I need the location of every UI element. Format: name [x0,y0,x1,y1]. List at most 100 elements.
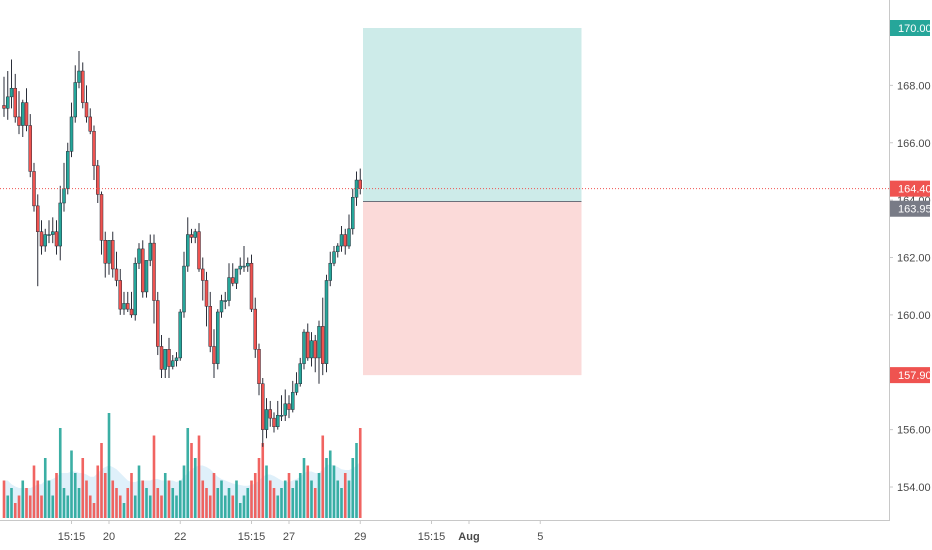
volume-bar [328,450,332,518]
candle-body [347,228,351,247]
volume-bar [103,473,107,518]
volume-bar [193,458,197,518]
volume-bar [257,458,261,518]
candle [122,291,126,315]
entry-price-badge-bg [890,200,930,217]
candle-body [291,392,295,410]
candle-body [189,234,194,238]
candle-body [133,262,137,316]
volume-bar [246,488,250,518]
time-tick-label: 20 [103,531,115,543]
candle-body [122,303,126,310]
candle-body [159,346,164,370]
volume-bar [81,458,85,518]
volume-bar [223,495,227,518]
candle-body [351,197,355,230]
candle-body [336,245,340,253]
volume-bar [36,480,40,518]
volume-bar [201,480,205,518]
candle [201,257,205,301]
volume-bar [355,443,358,518]
candle [2,76,6,117]
volume-bar [313,488,317,518]
volume-bar [70,450,73,518]
volume-bar [10,488,13,518]
candle [264,398,269,439]
volume-bar [73,473,77,518]
candle [242,246,246,272]
candle [137,243,141,269]
time-tick-label: Aug [458,531,479,543]
candle-body [99,194,104,241]
candle-body [343,234,347,247]
candle [279,395,284,422]
volume-bar [220,480,223,518]
last-price-badge: 164.40 [890,180,932,197]
volume-bar [190,443,193,518]
candle-body [328,262,332,281]
candle [309,332,314,367]
candle-body [73,82,77,118]
target-price-badge: 170.00 [890,20,932,36]
candle-body [163,349,167,370]
candle [144,260,149,298]
volume-bar [291,488,295,518]
candle-body [129,308,134,316]
candle-body [92,131,96,166]
volume-bar [310,480,313,518]
volume-bar [340,488,343,518]
candle-body [58,202,62,247]
volume-bar [130,473,133,518]
candle-body [227,277,231,301]
candle-body [309,340,314,359]
volume-bar [21,480,25,518]
candle-body [88,116,92,132]
candle [328,251,332,287]
candle-body [231,277,235,284]
candle [238,257,242,275]
candle [99,191,104,255]
candle-body [294,383,299,393]
volume-bars [2,413,362,518]
candle [336,243,340,258]
candle [129,291,134,318]
time-tick-label: 15:15 [238,531,266,543]
candle-body [156,300,160,347]
candle-body [186,234,190,267]
candle [216,309,220,370]
volume-bar [111,480,115,518]
candle-body [223,300,227,302]
volume-bar [47,480,51,518]
time-tick-label: 15:15 [418,531,446,543]
volume-bar [88,495,92,518]
price-tick-label: 168.00 [897,80,931,92]
candle [351,188,355,235]
entry-price-label: 163.95 [898,204,932,216]
candle [178,309,182,361]
candle [246,257,250,272]
candle [51,217,55,244]
time-axis[interactable]: 15:15 20 22 15:15 27 29 15:15 Aug 5 [58,520,544,543]
last-price-badge-bg [890,180,930,197]
candle [17,91,21,135]
volume-bar [122,503,126,518]
candle-body [137,248,141,264]
candle [276,400,280,430]
candle [107,240,111,275]
last-price-label: 164.40 [898,184,932,196]
volume-bar [250,480,253,518]
volume-bar [133,495,137,518]
profit-zone[interactable] [363,28,582,202]
candles [2,50,362,447]
volume-bar [321,435,325,518]
candle-body [178,311,182,359]
candle [317,320,321,384]
volume-bar [197,435,201,518]
candle [118,268,122,315]
volume-bar [287,473,291,518]
volume-bar [306,465,310,518]
stop-price-badge-bg [890,367,930,384]
loss-zone[interactable] [363,201,582,376]
candle-body [238,265,242,270]
